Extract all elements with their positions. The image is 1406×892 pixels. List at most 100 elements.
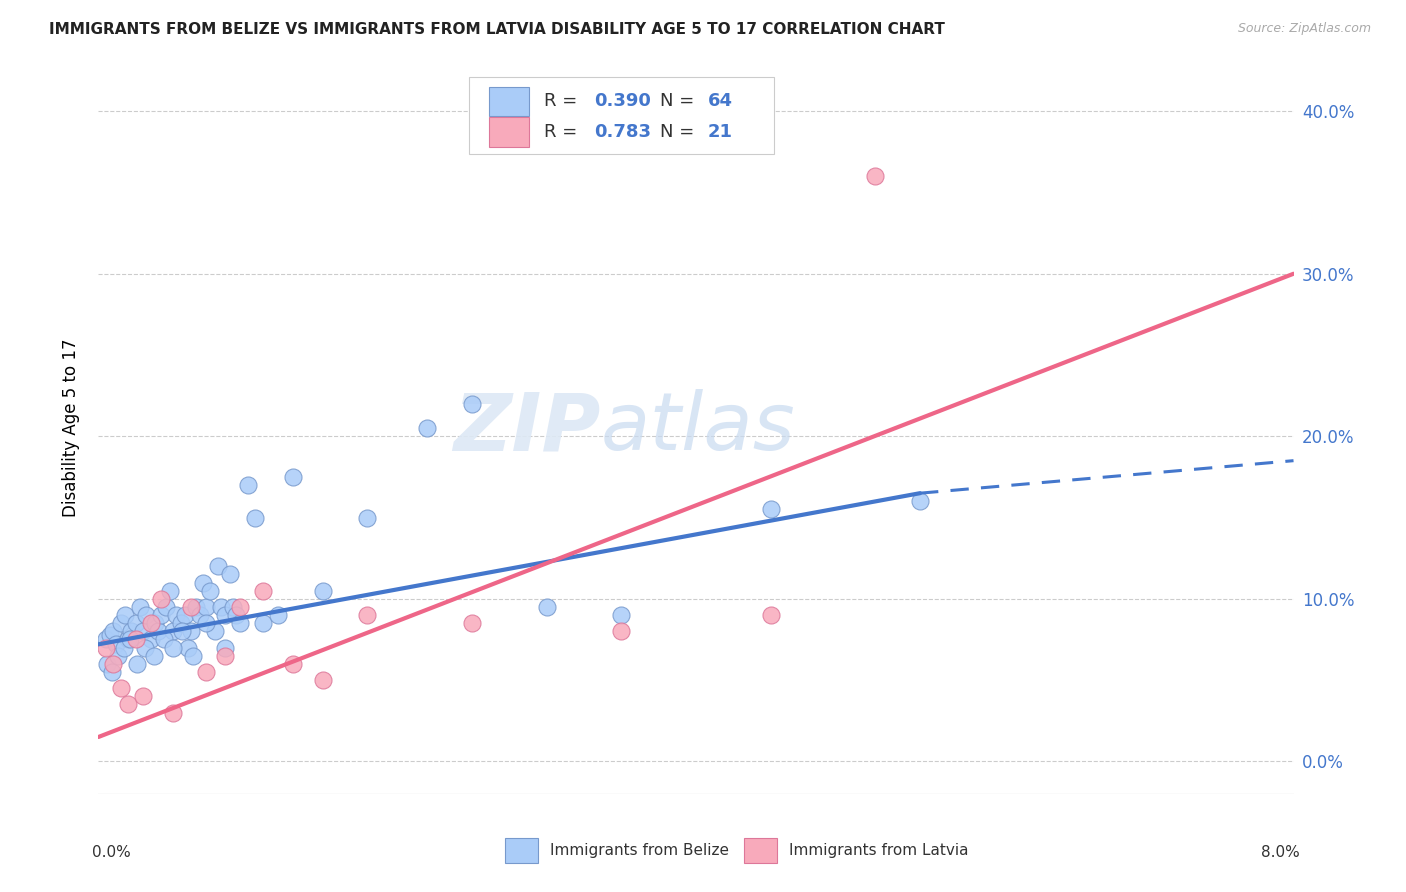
Point xyxy=(222,599,245,614)
Text: Immigrants from Belize: Immigrants from Belize xyxy=(550,843,730,858)
Y-axis label: Disability Age 5 to 17: Disability Age 5 to 17 xyxy=(62,339,80,517)
Point xyxy=(132,624,155,639)
Point xyxy=(281,657,304,671)
Text: 64: 64 xyxy=(709,92,733,111)
Text: Source: ZipAtlas.com: Source: ZipAtlas.com xyxy=(1237,22,1371,36)
Point xyxy=(865,169,887,184)
Point xyxy=(150,608,173,623)
Point xyxy=(191,575,214,590)
Point xyxy=(610,624,633,639)
Point xyxy=(252,583,274,598)
Point xyxy=(129,599,152,614)
Point xyxy=(219,567,242,582)
Text: R =: R = xyxy=(544,123,583,141)
Point xyxy=(120,624,142,639)
Point xyxy=(143,616,166,631)
Point xyxy=(150,591,173,606)
Point xyxy=(135,608,157,623)
Point xyxy=(103,657,125,671)
Point xyxy=(110,681,132,696)
Text: atlas: atlas xyxy=(600,389,796,467)
Point xyxy=(103,624,125,639)
Point xyxy=(180,599,202,614)
Point xyxy=(114,608,136,623)
Text: 21: 21 xyxy=(709,123,733,141)
Point xyxy=(101,665,124,679)
Point xyxy=(139,632,162,647)
Point xyxy=(281,470,304,484)
Point xyxy=(214,648,236,663)
Point xyxy=(139,616,162,631)
Point xyxy=(759,608,782,623)
Point xyxy=(356,510,378,524)
Point xyxy=(125,616,148,631)
Bar xyxy=(505,838,538,863)
Point xyxy=(204,624,226,639)
Point xyxy=(162,706,184,720)
Point xyxy=(94,640,117,655)
Point xyxy=(105,637,128,651)
Point xyxy=(610,608,633,623)
Text: N =: N = xyxy=(661,123,700,141)
Point xyxy=(536,599,558,614)
Point xyxy=(117,698,139,712)
Point xyxy=(153,632,176,647)
Text: IMMIGRANTS FROM BELIZE VS IMMIGRANTS FROM LATVIA DISABILITY AGE 5 TO 17 CORRELAT: IMMIGRANTS FROM BELIZE VS IMMIGRANTS FRO… xyxy=(49,22,945,37)
Point xyxy=(461,397,484,411)
Point xyxy=(267,608,290,623)
Point xyxy=(162,624,184,639)
Point xyxy=(118,632,141,647)
Text: R =: R = xyxy=(544,92,583,111)
Point xyxy=(134,640,156,655)
Point xyxy=(148,624,170,639)
Point xyxy=(94,632,117,647)
Point xyxy=(214,608,236,623)
Text: Immigrants from Latvia: Immigrants from Latvia xyxy=(789,843,969,858)
Point xyxy=(311,673,333,687)
Point xyxy=(461,616,484,631)
Point xyxy=(195,665,218,679)
Text: 0.0%: 0.0% xyxy=(93,845,131,860)
Bar xyxy=(489,87,529,116)
Point xyxy=(155,599,177,614)
Point xyxy=(759,502,782,516)
Point xyxy=(162,640,184,655)
Point xyxy=(127,657,149,671)
Point xyxy=(356,608,378,623)
Bar xyxy=(744,838,778,863)
Text: 8.0%: 8.0% xyxy=(1261,845,1299,860)
Point xyxy=(181,648,204,663)
Point xyxy=(159,583,181,598)
Point xyxy=(107,648,129,663)
Point xyxy=(195,616,218,631)
Point xyxy=(214,640,236,655)
Text: 0.783: 0.783 xyxy=(595,123,651,141)
Point xyxy=(180,624,202,639)
Point xyxy=(188,608,211,623)
Point xyxy=(200,583,222,598)
Point xyxy=(165,608,187,623)
Text: ZIP: ZIP xyxy=(453,389,600,467)
Text: 0.390: 0.390 xyxy=(595,92,651,111)
Point xyxy=(207,559,229,574)
Point xyxy=(98,627,122,641)
Point xyxy=(225,608,247,623)
Bar xyxy=(489,117,529,146)
Point xyxy=(209,599,232,614)
Point xyxy=(96,657,118,671)
Point xyxy=(311,583,333,598)
Point xyxy=(132,690,155,704)
Point xyxy=(908,494,931,508)
Point xyxy=(245,510,267,524)
Point xyxy=(416,421,439,435)
Point xyxy=(195,599,218,614)
Point xyxy=(117,632,139,647)
Point xyxy=(112,640,135,655)
FancyBboxPatch shape xyxy=(470,77,773,153)
Point xyxy=(184,599,207,614)
Point xyxy=(142,648,165,663)
Point xyxy=(177,640,200,655)
Point xyxy=(229,599,252,614)
Point xyxy=(172,624,194,639)
Point xyxy=(110,616,132,631)
